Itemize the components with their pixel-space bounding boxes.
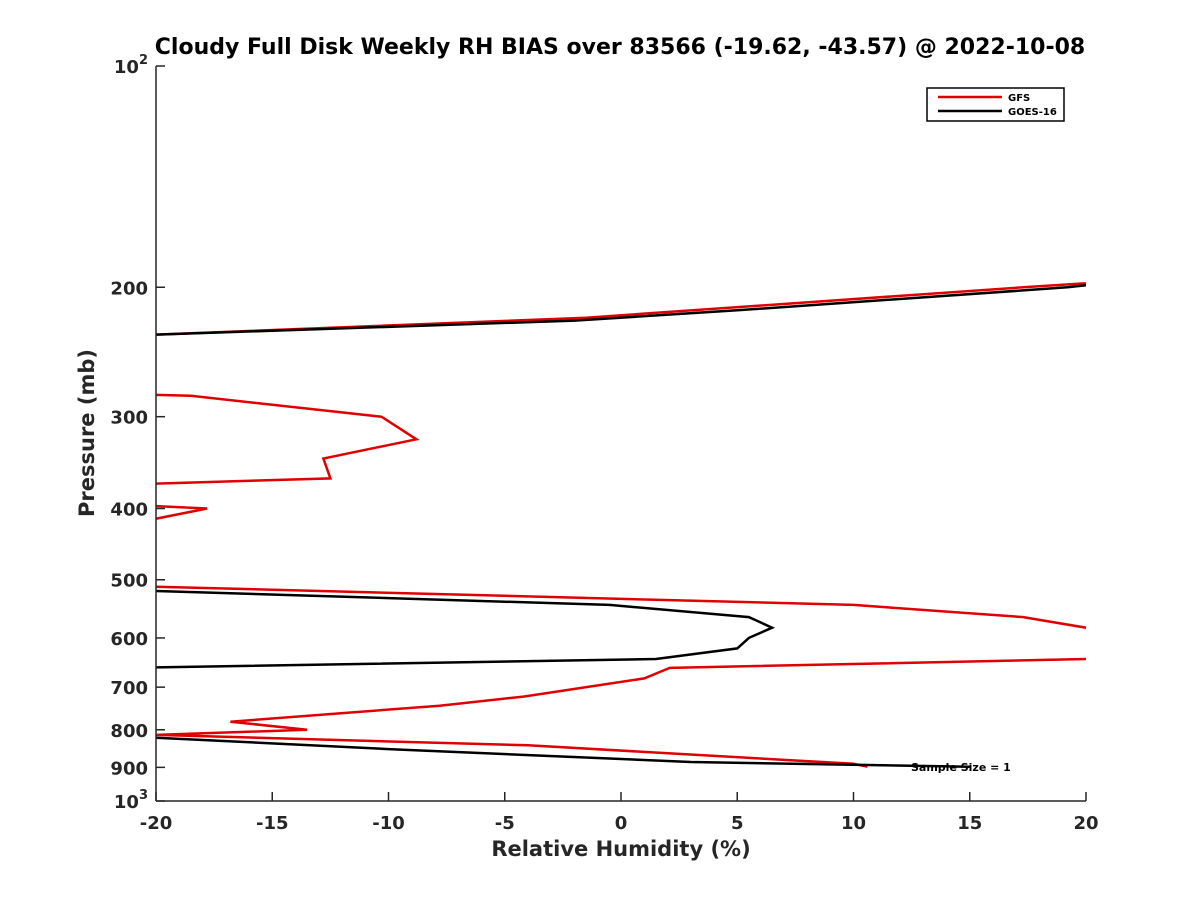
y-tick-label: 300 xyxy=(110,408,148,429)
x-tick-label: 10 xyxy=(841,813,866,834)
x-tick-label: 0 xyxy=(615,813,628,834)
y-tick-label: 800 xyxy=(110,721,148,742)
sample-size-annotation: Sample Size = 1 xyxy=(911,761,1011,774)
y-tick-label: 103 xyxy=(114,788,148,813)
x-tick-label: -15 xyxy=(256,813,289,834)
x-tick-label: -20 xyxy=(140,813,173,834)
y-tick-label: 900 xyxy=(110,758,148,779)
x-tick-label: 15 xyxy=(957,813,982,834)
x-tick-label: 20 xyxy=(1073,813,1098,834)
series-line-goes16 xyxy=(156,284,1086,768)
y-tick-label: 500 xyxy=(110,571,148,592)
legend: GFS GOES-16 xyxy=(926,87,1065,122)
y-tick-label: 700 xyxy=(110,678,148,699)
y-tick-label: 400 xyxy=(110,500,148,521)
y-tick-label: 600 xyxy=(110,629,148,650)
legend-label-gfs: GFS xyxy=(1008,93,1030,104)
x-tick-label: 5 xyxy=(731,813,744,834)
chart-title: Cloudy Full Disk Weekly RH BIAS over 835… xyxy=(155,35,1085,60)
y-tick-label: 200 xyxy=(110,278,148,299)
legend-box xyxy=(926,87,1065,122)
x-tick-label: -5 xyxy=(495,813,515,834)
series-layer xyxy=(156,282,1086,768)
y-axis-label: Pressure (mb) xyxy=(75,349,99,517)
series-line-gfs xyxy=(156,282,1086,768)
x-tick-label: -10 xyxy=(372,813,405,834)
legend-label-goes16: GOES-16 xyxy=(1008,107,1057,118)
y-ticks: 102 200 300 400 500 600 700 800 900 103 xyxy=(110,53,165,813)
y-tick-label: 102 xyxy=(114,53,148,78)
x-axis-label: Relative Humidity (%) xyxy=(491,837,750,861)
x-ticks: -20 -15 -10 -5 0 5 10 15 20 xyxy=(140,792,1099,834)
axes-layer xyxy=(155,66,1086,802)
